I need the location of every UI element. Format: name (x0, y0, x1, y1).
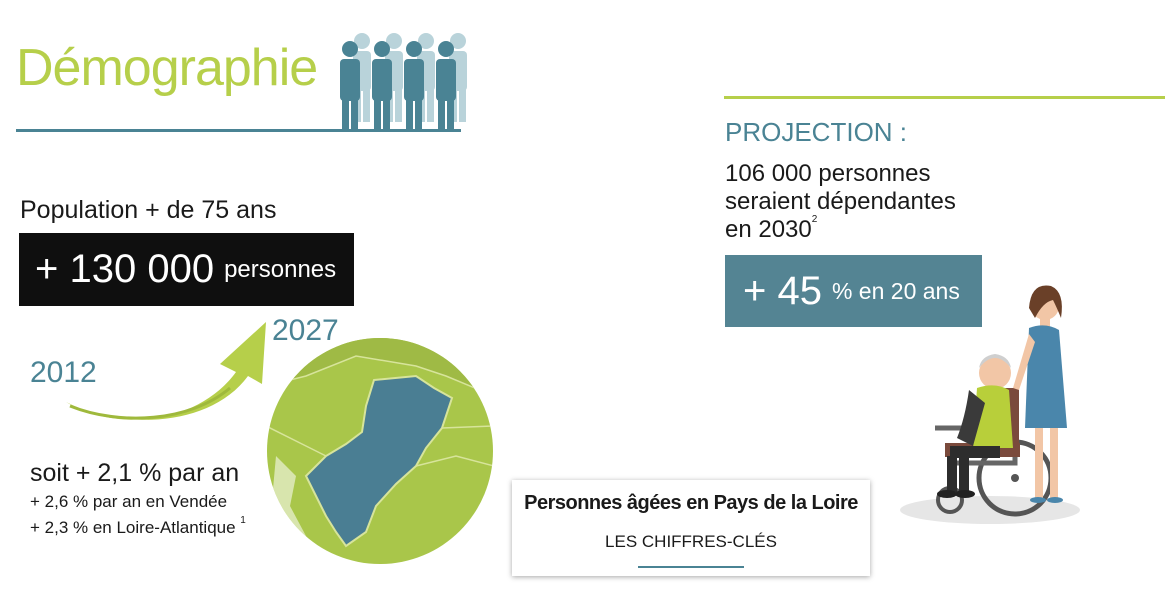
card-subtitle: LES CHIFFRES-CLÉS (605, 532, 777, 551)
rate-loire-atlantique: + 2,3 % en Loire-Atlantique (30, 518, 236, 537)
year-end: 2027 (272, 314, 339, 347)
year-start: 2012 (30, 356, 97, 389)
caregiver-wheelchair-illustration (900, 285, 1080, 524)
population-label: Population + de 75 ans (20, 196, 277, 224)
projection-line-2: seraient dépendantes (725, 188, 956, 215)
key-figures-card: Personnes âgées en Pays de la Loire LES … (512, 480, 870, 576)
projection-rule (724, 96, 1165, 99)
population-unit: personnes (224, 255, 337, 283)
projection-line-3: en 2030 (725, 216, 812, 243)
projection-value: + 45 (743, 268, 822, 313)
rate-vendee: + 2,6 % par an en Vendée (30, 492, 228, 511)
growth-arrow-icon (66, 322, 266, 420)
pays-de-la-loire-map (267, 338, 493, 564)
projection-unit: % en 20 ans (831, 277, 960, 304)
population-value-box: + 130 000 personnes (19, 233, 354, 306)
rate-loire-atlantique-line: + 2,3 % en Loire-Atlantique 1 (30, 515, 246, 538)
page-title: Démographie (16, 39, 318, 97)
population-value: + 130 000 (35, 247, 215, 291)
card-underline (638, 566, 744, 568)
projection-label: PROJECTION : (725, 117, 908, 147)
people-group-icon (340, 33, 467, 132)
rate-main: soit + 2,1 % par an (30, 459, 240, 487)
footnote-ref-1: 1 (240, 515, 246, 526)
projection-line-3-wrap: en 20302 (725, 215, 817, 243)
card-title: Personnes âgées en Pays de la Loire (524, 492, 858, 514)
title-underline (16, 129, 461, 132)
footnote-ref-2: 2 (811, 214, 818, 225)
projection-line-1: 106 000 personnes (725, 160, 931, 187)
projection-value-box: + 45 % en 20 ans (725, 255, 982, 327)
